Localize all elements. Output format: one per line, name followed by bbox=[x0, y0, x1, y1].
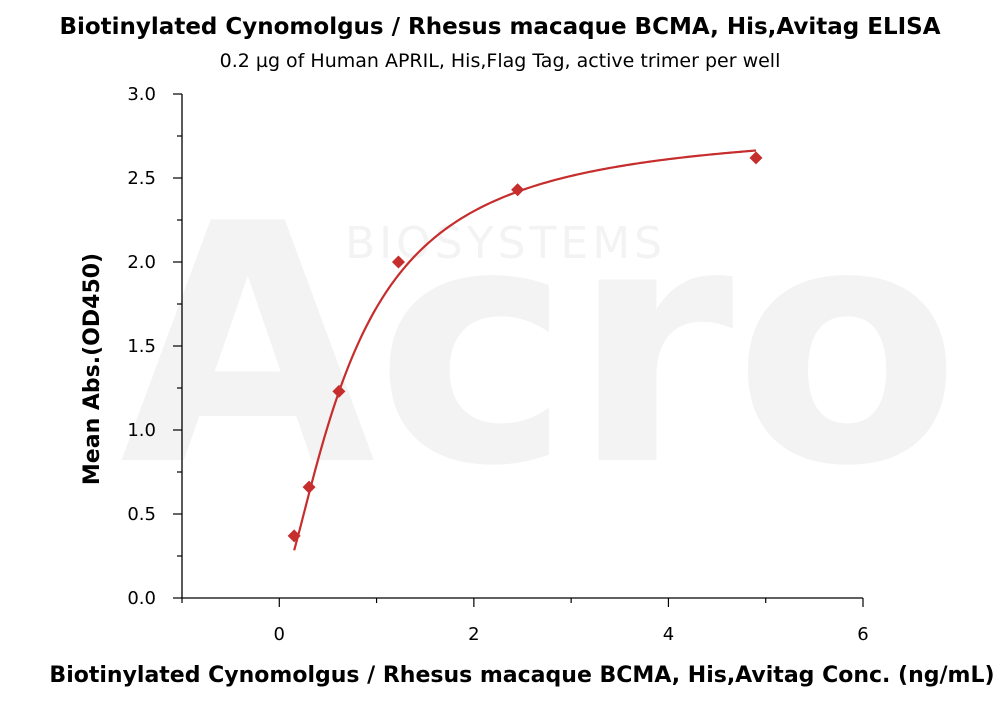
data-point bbox=[302, 480, 316, 494]
data-point bbox=[749, 151, 763, 165]
x-tick-label: 2 bbox=[468, 624, 479, 645]
data-point bbox=[287, 529, 301, 543]
chart-title: Biotinylated Cynomolgus / Rhesus macaque… bbox=[59, 14, 941, 40]
x-tick-label: 0 bbox=[274, 624, 285, 645]
data-point bbox=[511, 183, 525, 197]
y-axis-title: Mean Abs.(OD450) bbox=[80, 253, 105, 485]
x-axis-title: Biotinylated Cynomolgus / Rhesus macaque… bbox=[49, 663, 994, 688]
fit-curve bbox=[293, 149, 757, 551]
x-tick-label: 6 bbox=[857, 624, 868, 645]
y-tick-label: 3.0 bbox=[127, 84, 156, 105]
watermark-logo: Acro bbox=[120, 154, 960, 538]
y-tick-label: 0.0 bbox=[127, 588, 156, 609]
y-tick-label: 1.5 bbox=[127, 336, 156, 357]
y-tick-label: 2.5 bbox=[127, 168, 156, 189]
data-point bbox=[332, 384, 346, 398]
data-points bbox=[287, 151, 763, 543]
x-tick-label: 4 bbox=[663, 624, 674, 645]
y-axis-ticks: 0.0 0.5 1.0 1.5 2.0 2.5 3.0 bbox=[127, 84, 182, 609]
y-tick-label: 2.0 bbox=[127, 252, 156, 273]
x-axis-ticks: 0 2 4 6 bbox=[181, 598, 869, 645]
watermark: Acro BIOSYSTEMS bbox=[120, 154, 960, 538]
y-tick-label: 0.5 bbox=[127, 504, 156, 525]
y-tick-label: 1.0 bbox=[127, 420, 156, 441]
chart-subtitle: 0.2 µg of Human APRIL, His,Flag Tag, act… bbox=[219, 50, 781, 72]
data-point bbox=[391, 255, 405, 269]
